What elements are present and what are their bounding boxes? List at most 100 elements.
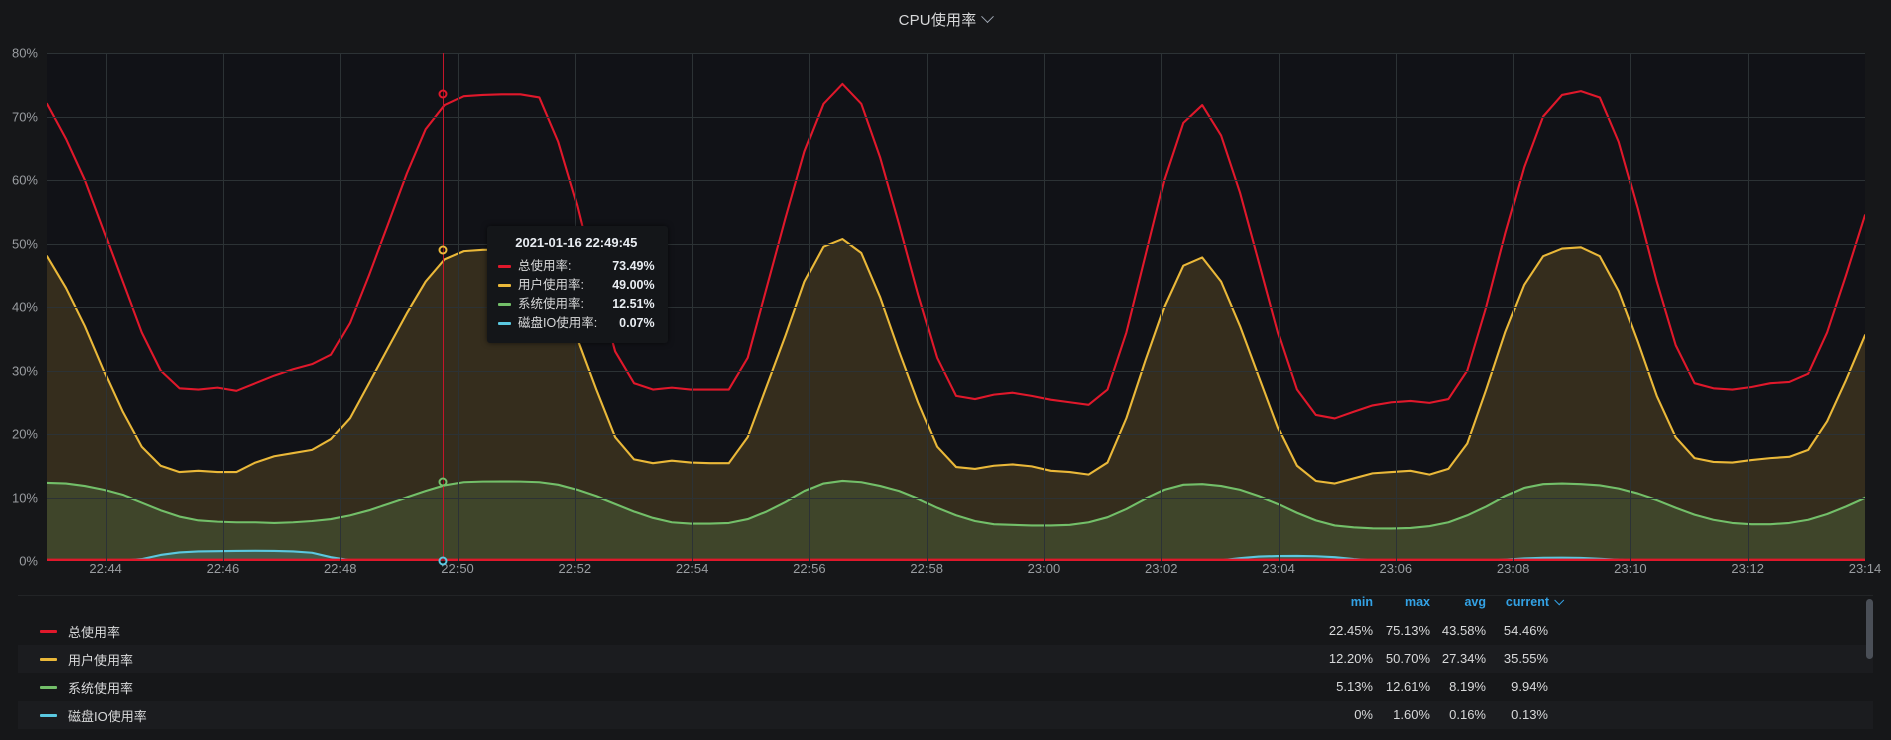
legend-row[interactable]: 用户使用率 12.20% 50.70% 27.34% 35.55% [18, 645, 1873, 673]
gridline-vertical [340, 53, 341, 561]
series-line-2 [47, 479, 1865, 530]
tooltip-row: 磁盘IO使用率: 0.07% [498, 314, 655, 333]
y-tick-label: 60% [11, 172, 38, 188]
legend-value-current: 35.55% [1503, 651, 1548, 666]
x-tick-label: 23:14 [1848, 561, 1882, 576]
gridline-vertical [1396, 53, 1397, 561]
tooltip-series-value: 73.49% [612, 259, 655, 273]
gridline-vertical [1279, 53, 1280, 561]
gridline-vertical [1161, 53, 1162, 561]
legend-series-toggle[interactable]: 总使用率 [18, 622, 120, 641]
tooltip-row: 总使用率: 73.49% [498, 257, 655, 276]
x-tick-label: 22:50 [441, 561, 474, 576]
legend-row[interactable]: 系统使用率 5.13% 12.61% 8.19% 9.94% [18, 673, 1873, 701]
legend-value-current: 9.94% [1511, 679, 1548, 694]
gridline-horizontal [47, 244, 1865, 245]
legend-value-max: 1.60% [1393, 707, 1430, 722]
gridline-vertical [458, 53, 459, 561]
chevron-down-icon[interactable] [981, 9, 995, 23]
series-tooltip: 2021-01-16 22:49:45 总使用率: 73.49% 用户使用率: 49.… [487, 226, 668, 343]
legend-value-max: 75.13% [1385, 623, 1430, 638]
legend-series-toggle[interactable]: 用户使用率 [18, 650, 133, 669]
chart-area: 0% 10% 20% 30% 40% 50% 60% 70% 80% 22:44 22:46 22:… [0, 38, 1891, 583]
gridline-vertical [927, 53, 928, 561]
legend-color-swatch[interactable] [40, 657, 57, 661]
legend-value-min: 5.13% [1336, 679, 1373, 694]
y-tick-label: 70% [11, 109, 38, 124]
legend-color-swatch[interactable] [40, 629, 57, 633]
legend-value-min: 0% [1354, 707, 1373, 722]
tooltip-series-swatch [498, 265, 511, 268]
x-tick-label: 23:08 [1496, 561, 1530, 576]
tooltip-series-label: 系统使用率: [518, 297, 584, 311]
y-tick-label: 30% [11, 363, 38, 378]
y-tick-label: 0% [19, 553, 38, 569]
series-area-2 [47, 480, 1865, 561]
page-title: CPU使用率 [898, 11, 977, 29]
legend-scrollbar[interactable] [1866, 599, 1873, 659]
legend-series-label: 总使用率 [68, 624, 121, 640]
legend-row[interactable]: 总使用率 22.45% 75.13% 43.58% 54.46% [18, 617, 1873, 645]
plot-canvas[interactable] [47, 53, 1865, 561]
tooltip-series-swatch [498, 303, 511, 306]
legend-value-current: 54.46% [1503, 623, 1548, 638]
x-tick-label: 23:06 [1379, 561, 1413, 576]
legend-value-max: 50.70% [1385, 651, 1430, 666]
legend-value-min: 12.20% [1328, 651, 1373, 666]
gridline-vertical [1044, 53, 1045, 561]
x-tick-label: 23:02 [1144, 561, 1178, 576]
series-line-1 [47, 238, 1865, 485]
legend-series-label: 磁盘IO使用率 [68, 708, 147, 724]
gridline-vertical [692, 53, 693, 561]
legend-top-divider [18, 595, 1873, 596]
x-tick-label: 22:54 [675, 561, 709, 576]
x-tick-label: 22:52 [558, 561, 592, 576]
legend-column-header-avg[interactable]: avg [1464, 595, 1486, 609]
y-tick-label: 40% [11, 299, 38, 315]
x-tick-label: 23:12 [1731, 561, 1764, 576]
legend-series-toggle[interactable]: 系统使用率 [18, 678, 133, 697]
gridline-horizontal [47, 434, 1865, 435]
tooltip-series-swatch [498, 322, 511, 325]
tooltip-series-label: 磁盘IO使用率: [518, 316, 598, 330]
legend-color-swatch[interactable] [40, 713, 57, 717]
y-tick-label: 50% [11, 236, 38, 251]
tooltip-series-label: 总使用率: [518, 259, 572, 273]
legend-value-avg: 43.58% [1441, 623, 1486, 638]
legend-value-current: 0.13% [1511, 707, 1548, 722]
legend-table: min max avg current 总使用率 22.45% 75.13% 43.58% 5… [18, 595, 1873, 729]
tooltip-row: 系统使用率: 12.51% [498, 295, 655, 314]
gridline-horizontal [47, 498, 1865, 499]
x-tick-label: 23:00 [1027, 561, 1061, 576]
legend-header-row: min max avg current [18, 595, 1873, 617]
tooltip-series-swatch [498, 284, 511, 287]
y-axis: 0% 10% 20% 30% 40% 50% 60% 70% 80% [0, 38, 46, 569]
legend-column-header-current[interactable]: current [1478, 595, 1565, 609]
panel-header: CPU使用率 [0, 0, 1891, 38]
x-tick-label: 23:10 [1614, 561, 1647, 576]
gridline-horizontal [47, 117, 1865, 118]
y-tick-label: 10% [11, 490, 38, 505]
legend-column-header-min[interactable]: min [1350, 595, 1373, 609]
legend-series-toggle[interactable]: 磁盘IO使用率 [18, 706, 147, 725]
gridline-vertical [106, 53, 107, 561]
y-tick-label: 20% [11, 426, 38, 442]
tooltip-series-value: 0.07% [619, 316, 655, 330]
gridline-horizontal [47, 307, 1865, 308]
legend-value-avg: 8.19% [1449, 679, 1486, 694]
legend-column-header-max[interactable]: max [1404, 595, 1430, 609]
gridline-horizontal [47, 180, 1865, 181]
tooltip-series-value: 12.51% [612, 297, 655, 311]
gridline-vertical [223, 53, 224, 561]
legend-body: 总使用率 22.45% 75.13% 43.58% 54.46% 用户使用率 12.20% 5… [18, 617, 1873, 729]
legend-color-swatch[interactable] [40, 685, 57, 689]
gridline-horizontal [47, 53, 1865, 54]
panel-title-menu[interactable]: CPU使用率 [898, 9, 995, 30]
chevron-down-icon[interactable] [1554, 595, 1565, 606]
x-tick-label: 22:48 [323, 561, 357, 576]
legend-series-label: 用户使用率 [68, 652, 134, 668]
x-tick-label: 22:44 [89, 561, 122, 576]
tooltip-timestamp: 2021-01-16 22:49:45 [515, 235, 638, 250]
legend-row[interactable]: 磁盘IO使用率 0% 1.60% 0.16% 0.13% [18, 701, 1873, 729]
